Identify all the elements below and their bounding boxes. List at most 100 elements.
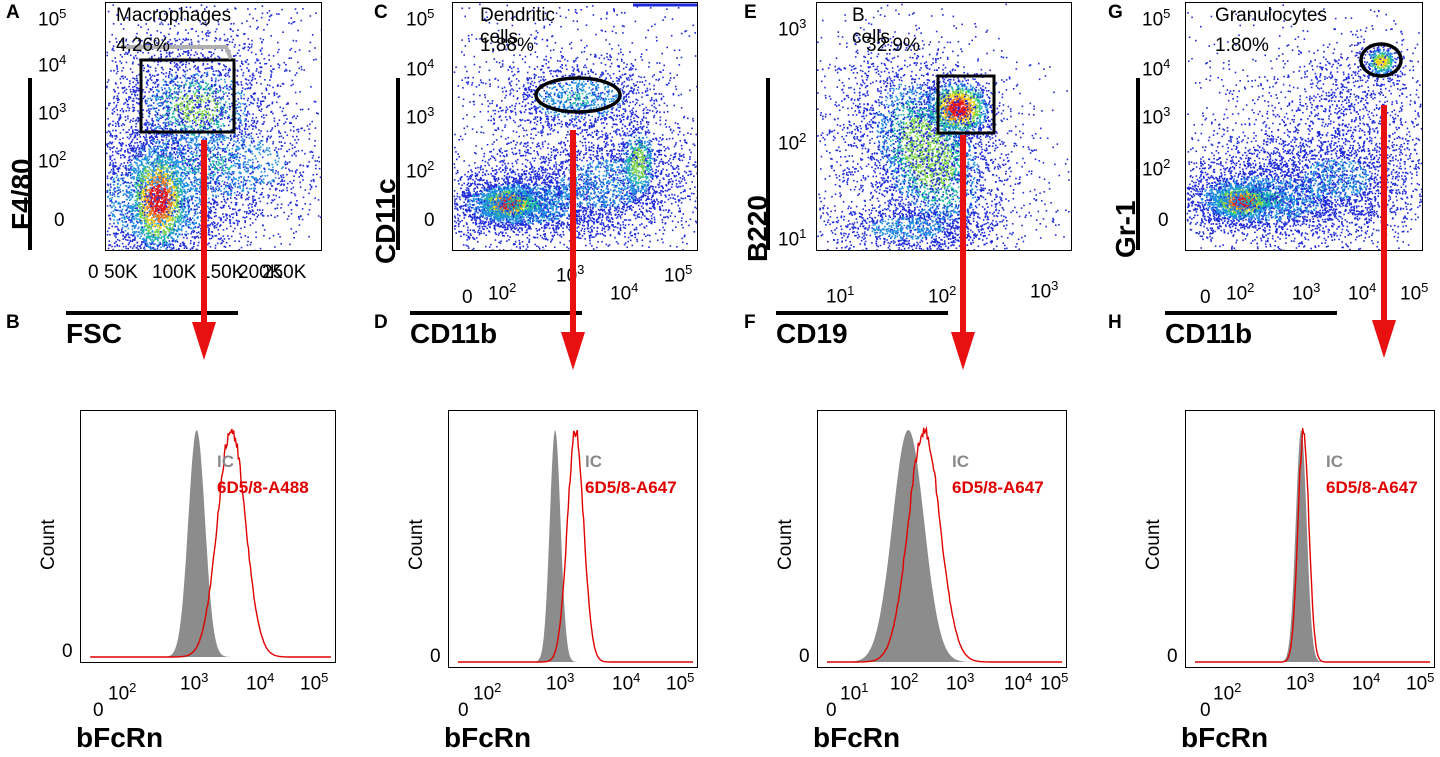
- scatter-e-cluster-3: [817, 197, 1030, 250]
- y-tick-c-0: 105: [406, 6, 434, 31]
- x-tick-e-2: 103: [1030, 278, 1058, 303]
- y-tick-g-1: 104: [1142, 56, 1170, 81]
- x-tick-f-1: 101: [840, 680, 868, 705]
- gate-box-e: [936, 74, 996, 135]
- gate-percent-g: 1.80%: [1215, 35, 1269, 57]
- x-tick-f-3: 103: [946, 670, 974, 695]
- scatter-plot-e: [816, 2, 1072, 251]
- x-label-c: CD11b: [410, 318, 497, 350]
- histogram-antibody-h: [1195, 427, 1430, 663]
- panel-letter-a: A: [6, 2, 20, 24]
- x-tick-g-1: 102: [1226, 280, 1254, 305]
- scatter-e-cluster-2: [817, 3, 1070, 250]
- gate-percent-c: 1.88%: [480, 35, 534, 57]
- histogram-f: [817, 410, 1067, 668]
- y-tick-a-4: 0: [54, 210, 65, 232]
- x-tick-h-3: 104: [1352, 670, 1380, 695]
- y-tick-e-1: 102: [778, 130, 806, 155]
- gate-outline-a: [121, 45, 233, 60]
- legend-antibody-h: 6D5/8-A647: [1326, 478, 1418, 498]
- x-label-line-e: [776, 311, 948, 315]
- y-label-line-g: [1136, 78, 1140, 250]
- x-tick-a-4: 200K: [238, 262, 282, 284]
- legend-ic-b: IC: [217, 452, 234, 472]
- gate-ellipse-c: [534, 76, 622, 114]
- y-tick-a-0: 105: [38, 6, 66, 31]
- x-tick-b-1: 102: [108, 680, 136, 705]
- scatter-a-cluster-1: [112, 110, 229, 250]
- y-tick-g-2: 103: [1142, 104, 1170, 129]
- x-tick-a-2: 100K: [152, 262, 196, 284]
- histogram-antibody-f: [827, 426, 1062, 663]
- zero-label-d: 0: [430, 646, 441, 668]
- y-tick-e-2: 101: [778, 226, 806, 251]
- y-tick-e-0: 103: [778, 16, 806, 41]
- scatter-g-cluster-2: [1189, 92, 1422, 250]
- x-tick-g-0: 0: [1200, 287, 1211, 309]
- x-tick-g-4: 105: [1400, 280, 1428, 305]
- x-tick-d-1: 102: [473, 680, 501, 705]
- x-label-d: bFcRn: [444, 722, 531, 754]
- x-tick-c-4: 105: [664, 262, 692, 287]
- histogram-frame-f: [817, 410, 1067, 668]
- scatter-c-cluster-5: [453, 3, 697, 250]
- scatter-svg-g: [1186, 4, 1422, 250]
- histogram-antibody-d: [458, 429, 693, 663]
- scatter-a-cluster-4: [106, 4, 318, 228]
- gate-percent-a: 4.26%: [116, 35, 170, 57]
- panel-letter-b: B: [6, 312, 20, 334]
- x-label-g: CD11b: [1165, 318, 1252, 350]
- y-label-line-a: [28, 78, 32, 250]
- x-tick-b-4: 105: [300, 670, 328, 695]
- y-tick-g-4: 0: [1158, 210, 1169, 232]
- scatter-plot-a: [105, 2, 322, 251]
- panel-letter-f: F: [744, 312, 756, 334]
- legend-ic-h: IC: [1326, 452, 1343, 472]
- y-tick-g-0: 105: [1142, 6, 1170, 31]
- x-tick-f-2: 102: [890, 670, 918, 695]
- legend-antibody-b: 6D5/8-A488: [217, 478, 309, 498]
- scatter-g-cluster-3: [1187, 4, 1422, 250]
- y-tick-c-2: 103: [406, 104, 434, 129]
- zero-label-b: 0: [62, 641, 73, 663]
- x-tick-c-3: 104: [610, 280, 638, 305]
- x-tick-h-2: 103: [1286, 670, 1314, 695]
- y-label-line-c: [396, 78, 400, 250]
- x-tick-b-3: 104: [246, 670, 274, 695]
- x-tick-a-0: 0: [88, 262, 99, 284]
- x-label-b: bFcRn: [76, 722, 163, 754]
- y-tick-c-3: 102: [406, 158, 434, 183]
- histogram-ic-f: [827, 430, 1062, 662]
- panel-letter-g: G: [1108, 2, 1123, 24]
- x-tick-a-5: 250K: [262, 262, 306, 284]
- histogram-frame-b: [80, 410, 336, 663]
- legend-ic-f: IC: [952, 452, 969, 472]
- x-tick-g-3: 104: [1348, 280, 1376, 305]
- x-label-a: FSC: [66, 318, 122, 350]
- x-tick-h-4: 105: [1406, 670, 1434, 695]
- gate-title-e: B cells: [852, 5, 890, 49]
- x-tick-b-0: 0: [93, 700, 104, 722]
- y-tick-a-2: 103: [38, 100, 66, 125]
- x-tick-d-2: 103: [546, 670, 574, 695]
- scatter-svg-e: [817, 3, 1070, 250]
- y-tick-a-3: 102: [38, 148, 66, 173]
- x-tick-h-1: 102: [1213, 680, 1241, 705]
- legend-antibody-f: 6D5/8-A647: [952, 478, 1044, 498]
- x-tick-e-0: 101: [826, 283, 854, 308]
- y-tick-c-4: 0: [424, 210, 435, 232]
- legend-ic-d: IC: [585, 452, 602, 472]
- x-tick-f-5: 105: [1040, 670, 1068, 695]
- histogram-antibody-b: [90, 428, 331, 658]
- x-tick-d-0: 0: [458, 700, 469, 722]
- scatter-a-cluster-5: [111, 4, 321, 144]
- x-label-h: bFcRn: [1181, 722, 1268, 754]
- x-tick-e-1: 102: [928, 283, 956, 308]
- gating-arrow-g: [1372, 105, 1396, 358]
- panel-letter-c: C: [374, 2, 388, 24]
- panel-letter-e: E: [744, 2, 757, 24]
- x-tick-a-3: 150K: [200, 262, 244, 284]
- histogram-frame-h: [1185, 410, 1435, 668]
- gating-arrow-e: [951, 135, 975, 370]
- x-tick-g-2: 103: [1292, 280, 1320, 305]
